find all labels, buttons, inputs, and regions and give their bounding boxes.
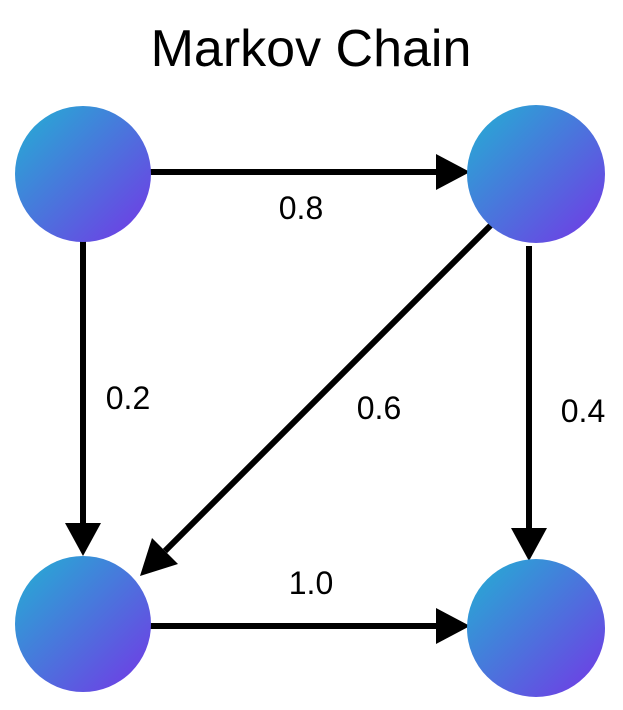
edge-top-left-to-top-right [150, 154, 470, 190]
arrow-head [140, 538, 178, 576]
arrow-head [436, 154, 470, 190]
edge-label-top-right-to-bottom-right: 0.4 [561, 393, 605, 429]
arrow-head [65, 523, 101, 556]
diagram-title: Markov Chain [151, 20, 472, 78]
edge-label-top-left-to-top-right: 0.8 [279, 190, 323, 226]
node-top-left [15, 106, 151, 242]
edge-top-right-to-bottom-left [140, 219, 497, 576]
edge-top-left-to-bottom-left [65, 237, 101, 556]
arrow-head [436, 608, 470, 644]
edge-bottom-left-to-bottom-right [150, 608, 470, 644]
edge-label-top-right-to-bottom-left: 0.6 [357, 390, 401, 426]
edge-label-top-left-to-bottom-left: 0.2 [106, 380, 150, 416]
node-bottom-right [467, 559, 605, 697]
arrow-head [511, 528, 547, 561]
edge-top-right-to-bottom-right [511, 246, 547, 561]
node-top-right [467, 105, 605, 243]
edge-label-bottom-left-to-bottom-right: 1.0 [289, 565, 333, 601]
edge-line [162, 219, 497, 554]
node-bottom-left [15, 556, 151, 692]
